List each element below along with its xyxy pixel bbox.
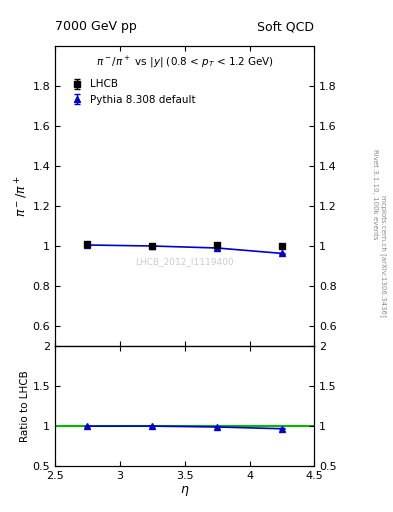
Text: $\pi^-/\pi^+$ vs $|y|$ (0.8 < $p_T$ < 1.2 GeV): $\pi^-/\pi^+$ vs $|y|$ (0.8 < $p_T$ < 1.… bbox=[96, 55, 274, 70]
Y-axis label: $\pi^-/\pi^+$: $\pi^-/\pi^+$ bbox=[13, 175, 29, 217]
X-axis label: $\eta$: $\eta$ bbox=[180, 483, 189, 498]
Text: LHCB_2012_I1119400: LHCB_2012_I1119400 bbox=[136, 258, 234, 267]
Legend: LHCB, Pythia 8.308 default: LHCB, Pythia 8.308 default bbox=[65, 75, 200, 109]
Y-axis label: Ratio to LHCB: Ratio to LHCB bbox=[20, 370, 30, 442]
Text: Rivet 3.1.10, 100k events: Rivet 3.1.10, 100k events bbox=[372, 150, 378, 240]
Text: Soft QCD: Soft QCD bbox=[257, 20, 314, 33]
Text: mcplots.cern.ch [arXiv:1306.3436]: mcplots.cern.ch [arXiv:1306.3436] bbox=[380, 195, 387, 317]
Text: 7000 GeV pp: 7000 GeV pp bbox=[55, 20, 137, 33]
